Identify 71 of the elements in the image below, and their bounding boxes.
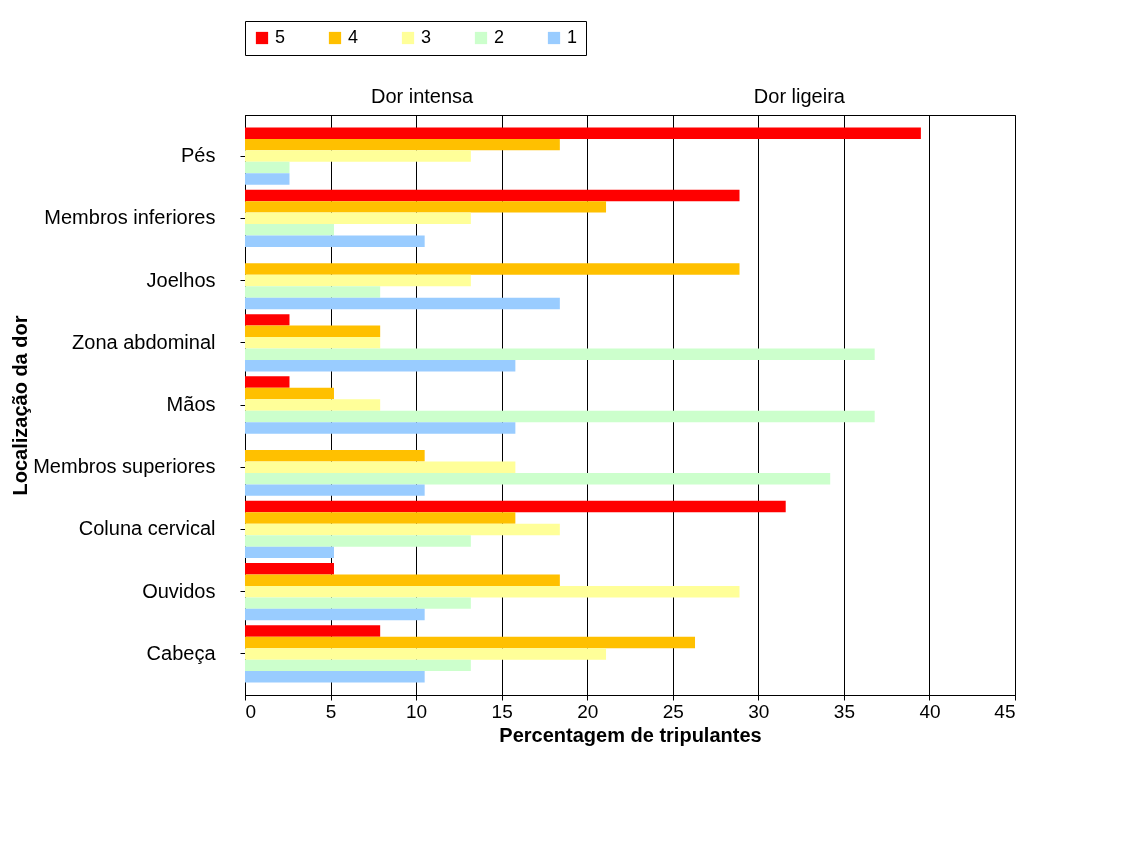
x-tick-label: 30: [748, 700, 770, 722]
bar: [245, 173, 290, 185]
y-tick-label: Membros superiores: [33, 455, 216, 478]
bar: [245, 636, 696, 649]
bar: [245, 461, 516, 473]
bar: [245, 597, 471, 609]
x-tick-label: 45: [994, 700, 1016, 722]
x-tick-label: 35: [833, 700, 855, 722]
bar: [245, 150, 471, 162]
bar: [245, 523, 560, 536]
legend-label: 1: [567, 27, 578, 47]
bar: [245, 659, 471, 672]
x-axis-title: Percentagem de tripulantes: [499, 723, 762, 746]
x-tick-label: 10: [406, 700, 428, 722]
bar: [245, 512, 516, 524]
legend-label: 3: [421, 27, 432, 47]
y-tick-label: Ouvidos: [142, 579, 216, 602]
x-tick-label: 0: [245, 700, 257, 722]
bar: [245, 399, 381, 411]
y-tick-label: Pés: [181, 144, 216, 167]
bar: [245, 574, 560, 586]
bar: [245, 263, 740, 275]
bar: [245, 450, 425, 462]
bar: [245, 127, 921, 139]
bar: [245, 387, 334, 400]
y-tick-label: Cabeça: [146, 641, 217, 664]
bar: [245, 274, 471, 287]
bar: [245, 546, 334, 559]
y-tick-label: Joelhos: [146, 268, 216, 291]
legend-label: 2: [494, 27, 505, 47]
bar: [245, 201, 607, 213]
bar: [245, 671, 425, 683]
bar: [245, 348, 875, 360]
text: Dor intensa: [370, 85, 475, 107]
bar: [245, 359, 516, 372]
bar: [245, 314, 290, 326]
bar: [245, 286, 381, 298]
bar: [245, 410, 875, 423]
bar: [245, 563, 334, 575]
bar: [245, 500, 786, 513]
bar: [245, 472, 831, 485]
bar: [245, 224, 334, 236]
text: Dor ligeira: [753, 85, 846, 107]
bar: [245, 138, 560, 151]
x-tick-label: 5: [325, 700, 337, 722]
y-tick-label: Coluna cervical: [78, 517, 216, 540]
bar: [245, 608, 425, 621]
y-axis-title: Localização da dor: [8, 315, 31, 496]
x-tick-label: 15: [491, 700, 513, 722]
bar: [245, 585, 740, 598]
bar: [245, 212, 471, 225]
bar: [245, 297, 560, 310]
y-tick-label: Mãos: [166, 393, 216, 415]
bar: [245, 625, 381, 637]
y-tick-label: Zona abdominal: [72, 330, 216, 353]
bar: [245, 325, 381, 338]
bar: [245, 484, 425, 496]
bar: [245, 422, 516, 434]
bar: [245, 161, 290, 174]
x-tick-label: 25: [662, 700, 684, 722]
bar: [245, 648, 607, 660]
bar: [245, 235, 425, 247]
x-tick-label: 20: [577, 700, 599, 722]
bar: [245, 376, 290, 388]
bar: [245, 189, 740, 202]
y-tick-label: Membros inferiores: [44, 206, 216, 229]
legend-label: 5: [275, 27, 286, 47]
bar: [245, 337, 381, 349]
bar: [245, 535, 471, 547]
legend-label: 4: [348, 27, 359, 47]
x-tick-label: 40: [919, 700, 941, 722]
